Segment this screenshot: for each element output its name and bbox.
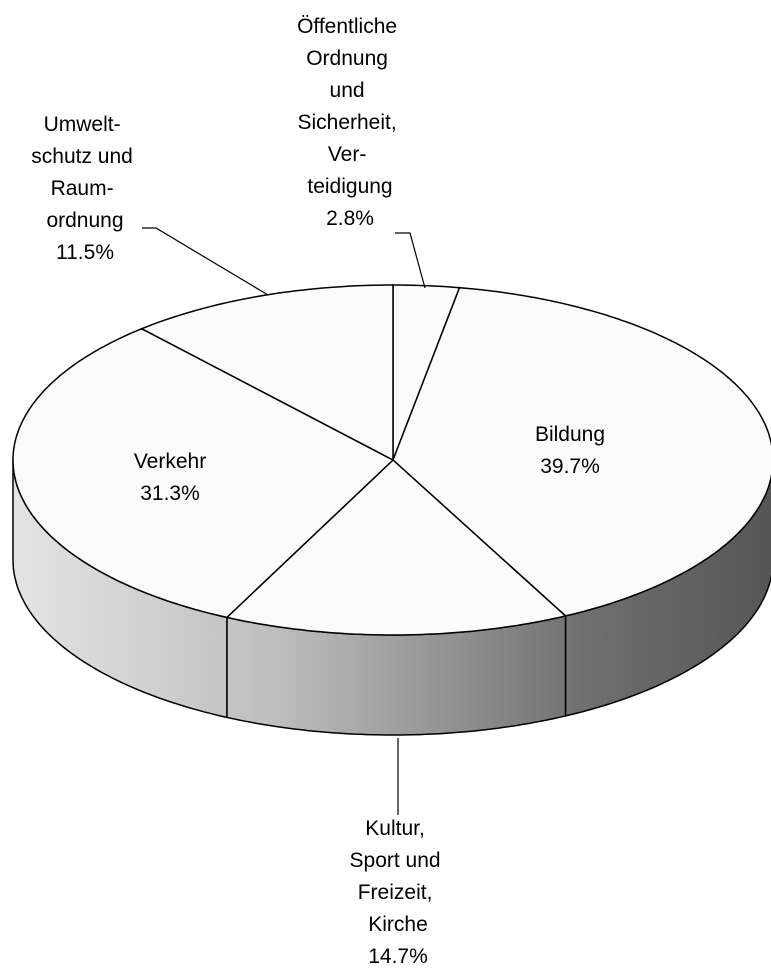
value-label: 14.7% <box>368 945 428 968</box>
value-label: 2.8% <box>326 207 374 230</box>
leader-lines <box>142 227 426 815</box>
value-label: 31.3% <box>140 482 200 505</box>
slice <box>139 284 394 462</box>
value-label: 39.7% <box>540 455 600 478</box>
slice-label: Kultur, Sport und Freizeit, Kirche <box>350 817 447 936</box>
leader-line <box>395 232 426 289</box>
slice <box>12 327 395 619</box>
slice-label: Bildung <box>535 423 605 446</box>
value-label: 11.5% <box>56 241 114 264</box>
pie-tops <box>12 284 771 636</box>
labels: Öffentliche Ordnung und Sicherheit, Ver-… <box>31 15 605 968</box>
slice-label: Öffentliche Ordnung und Sicherheit, Ver-… <box>297 15 403 198</box>
slice-label: Umwelt- schutz und Raum- ordnung <box>31 113 138 232</box>
slice <box>392 286 771 617</box>
slice-label: Verkehr <box>134 450 206 473</box>
slice <box>225 458 568 636</box>
leader-line <box>142 227 269 296</box>
